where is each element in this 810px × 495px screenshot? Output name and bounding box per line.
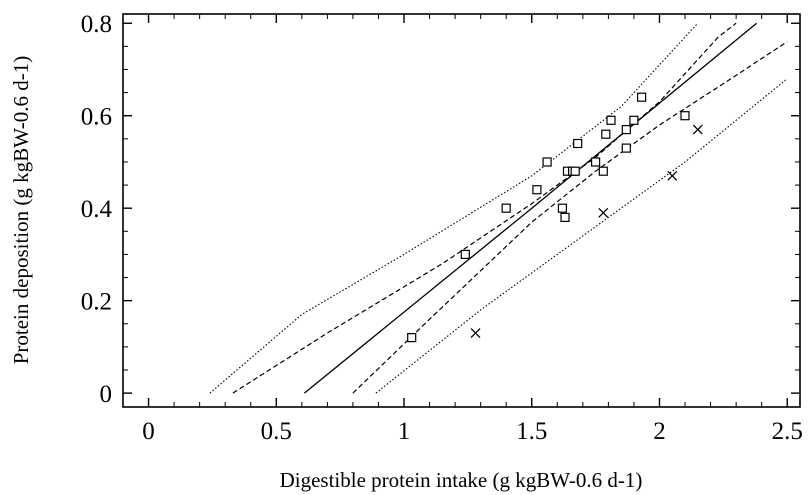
square-marker [407, 333, 417, 343]
square-marker [532, 185, 542, 195]
x-marker [470, 328, 481, 338]
square-marker [501, 203, 511, 213]
dotted-line-4 [375, 78, 788, 394]
square-marker [621, 143, 631, 153]
y-tick-label: 0.8 [81, 11, 112, 38]
dashed-line-1 [232, 22, 737, 394]
dotted-line-3 [209, 22, 699, 394]
solid-line-0 [303, 22, 758, 394]
x-tick-label: 0.5 [261, 418, 292, 445]
plot-area-border [122, 13, 801, 408]
square-marker [570, 166, 580, 176]
x-marker [598, 207, 609, 218]
square-marker [601, 129, 611, 139]
y-tick-label: 0.6 [81, 104, 112, 131]
axis-ticks: 0 0.5 1 1.5 2 2.5 0 0.2 0.4 0.6 0.8 [81, 11, 803, 445]
square-marker [606, 115, 616, 125]
square-marker [598, 166, 608, 176]
y-tick-label: 0.2 [81, 289, 112, 316]
dashed-line-2 [352, 41, 788, 394]
square-marker [621, 124, 631, 135]
x-axis-title: Digestible protein intake (g kgBW-0.6 d-… [280, 468, 643, 492]
square-marker [680, 111, 690, 121]
square-marker [460, 249, 470, 259]
fit-lines [209, 22, 788, 394]
square-marker [573, 138, 583, 149]
x-tick-label: 0 [142, 418, 155, 445]
x-tick-label: 1 [398, 418, 411, 445]
x-tick-label: 2 [653, 418, 666, 445]
square-marker [636, 92, 647, 102]
square-marker [629, 115, 639, 125]
y-tick-label: 0.4 [81, 196, 113, 223]
square-marker [590, 157, 601, 167]
x-marker [692, 124, 703, 135]
plot-frame [122, 13, 801, 408]
y-tick-label: 0 [100, 381, 113, 408]
y-axis-title: Protein deposition (g kgBW-0.6 d-1) [9, 56, 33, 365]
square-marker [560, 212, 570, 222]
x-tick-label: 2.5 [772, 418, 803, 445]
data-points [407, 92, 703, 343]
square-marker [557, 203, 568, 213]
x-tick-label: 1.5 [516, 418, 547, 445]
square-marker [542, 157, 552, 167]
x-marker [667, 170, 678, 181]
